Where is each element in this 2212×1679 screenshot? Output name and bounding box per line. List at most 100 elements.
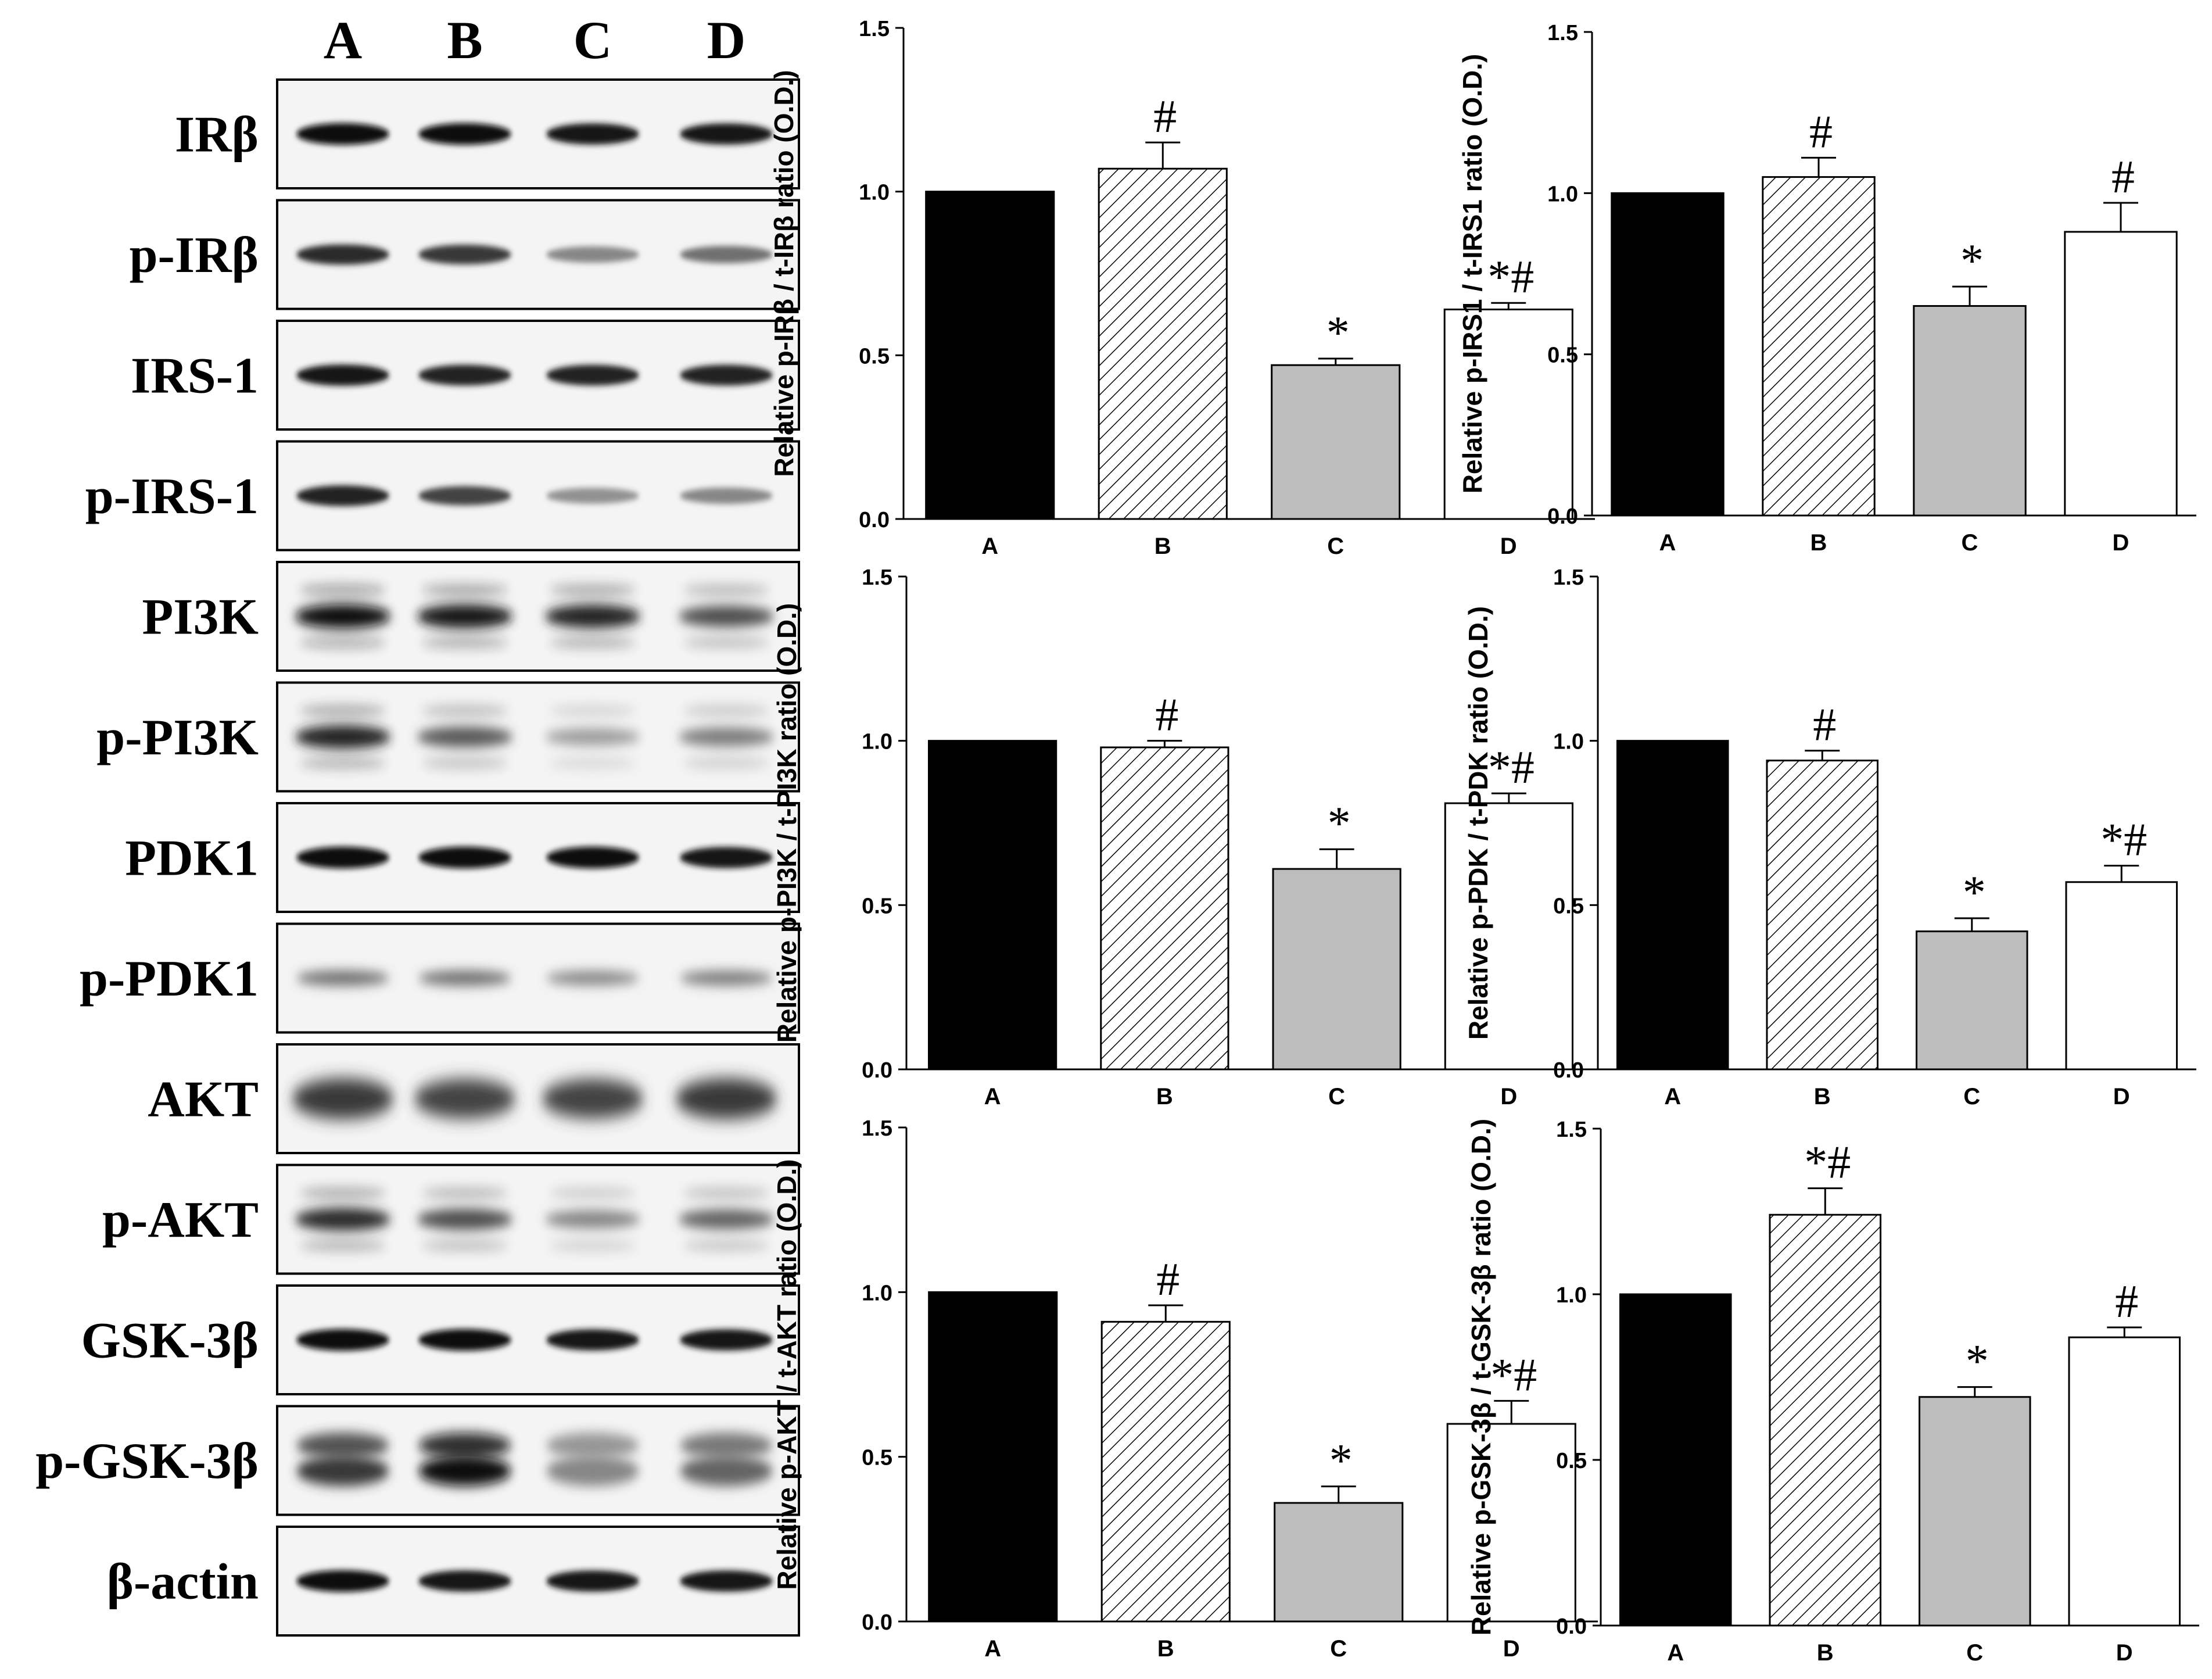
blot-row: p-IRS-1	[85, 440, 800, 552]
bar-a	[928, 740, 1057, 1071]
y-tick-label: 1.5	[1547, 21, 1578, 45]
blot-band-shadow	[683, 636, 770, 649]
blot-band	[296, 1570, 389, 1592]
blot-label: IRβ	[175, 107, 259, 163]
blot-row: β-actin	[107, 1526, 800, 1637]
blot-band	[296, 1433, 389, 1458]
blot-band	[417, 1208, 513, 1230]
blot-row: IRS-1	[131, 320, 800, 431]
blot-band-shadow	[683, 584, 770, 596]
blot-band-shadow	[421, 584, 508, 596]
blot-band	[678, 606, 775, 627]
blot-band	[544, 1210, 641, 1229]
blot-band	[296, 846, 389, 869]
y-tick-label: 0.0	[862, 1610, 892, 1635]
blot-band	[680, 364, 773, 386]
blot-band	[546, 1433, 639, 1458]
bar-b	[1769, 1213, 1882, 1627]
blot-band	[680, 971, 773, 986]
significance-marker: #	[1156, 1254, 1180, 1305]
bar-a	[1619, 1293, 1732, 1627]
blot-band	[546, 246, 639, 263]
blot-band	[418, 123, 511, 145]
x-tick-label: D	[2113, 1084, 2130, 1109]
bar-c	[1274, 1502, 1404, 1623]
x-tick-label: D	[2113, 530, 2129, 556]
y-tick-label: 0.5	[1556, 1449, 1587, 1473]
blot-band-shadow	[549, 705, 636, 717]
blot-row: p-PI3K	[96, 681, 800, 793]
significance-marker: #	[1153, 91, 1177, 142]
blot-band	[544, 604, 641, 628]
blot-label: AKT	[148, 1072, 259, 1128]
significance-marker: *	[1327, 307, 1350, 359]
blot-band	[296, 485, 389, 506]
significance-marker: #	[1813, 700, 1836, 751]
lane-label-b: B	[447, 10, 482, 70]
blot-band	[418, 486, 511, 506]
blot-band	[295, 1208, 391, 1231]
blot-row: IRβ	[175, 78, 800, 189]
blot-band	[678, 1209, 775, 1230]
blot-band	[544, 728, 641, 746]
y-tick-label: 0.5	[862, 894, 892, 918]
y-tick-label: 1.5	[862, 1116, 892, 1141]
y-tick-label: 1.0	[859, 181, 890, 205]
blot-band	[546, 971, 639, 986]
blot-band-shadow	[421, 1240, 508, 1251]
blot-band	[418, 364, 511, 386]
y-tick-label: 0.0	[1553, 1058, 1584, 1083]
blot-band	[418, 1570, 511, 1592]
significance-marker: *	[1963, 867, 1986, 918]
bar-c	[1918, 1396, 2031, 1627]
blot-row: GSK-3β	[81, 1284, 800, 1395]
bar-chart-3: Relative p-PI3K / t-PI3K ratio (O.D.) 0.0…	[772, 565, 1595, 1109]
blot-band	[546, 364, 639, 386]
blot-label: p-PDK1	[80, 951, 259, 1007]
blot-label: p-IRS-1	[85, 468, 259, 525]
western-blot-panel: A B C D IRβ p-IRβ IRS-1 p-IRS-1 PI3K p-PI3K PDK1 p-…	[35, 10, 800, 1637]
blot-label: β-actin	[107, 1554, 259, 1610]
bar-c	[1913, 305, 2027, 517]
blot-band	[546, 1570, 639, 1592]
blot-band	[680, 123, 773, 145]
significance-marker: #	[1809, 106, 1833, 157]
blot-band-shadow	[549, 1187, 636, 1199]
bar-b	[1766, 760, 1879, 1071]
blot-band	[418, 1456, 511, 1486]
y-axis-label: Relative p-IRβ / t-IRβ ratio (O.D.)	[769, 70, 799, 477]
lane-label-a: A	[324, 10, 362, 70]
x-tick-label: C	[1963, 1084, 1980, 1109]
x-tick-label: B	[1814, 1084, 1831, 1109]
y-tick-label: 0.0	[862, 1058, 892, 1083]
blot-band-shadow	[549, 636, 636, 649]
blot-band-shadow	[421, 636, 508, 649]
x-tick-label: A	[981, 534, 998, 559]
bar-b	[1100, 746, 1229, 1071]
y-axis-label: Relative p-PDK / t-PDK ratio (O.D.)	[1463, 606, 1493, 1040]
significance-marker: #	[2115, 1276, 2138, 1327]
blot-row: p-PDK1	[80, 922, 800, 1034]
significance-marker: *#	[1490, 1349, 1537, 1401]
blot-band-shadow	[683, 1240, 770, 1251]
y-tick-label: 0.5	[1547, 343, 1578, 368]
blot-band-shadow	[299, 1187, 386, 1199]
bar-d	[1444, 802, 1573, 1071]
y-tick-label: 1.0	[1547, 182, 1578, 206]
y-tick-label: 0.5	[859, 344, 890, 368]
blot-band	[418, 1433, 511, 1458]
bar-d	[2065, 881, 2178, 1071]
x-tick-label: B	[1811, 530, 1827, 556]
blot-band	[675, 1078, 777, 1119]
y-tick-label: 1.0	[1556, 1283, 1587, 1308]
blot-band	[546, 1329, 639, 1351]
x-tick-label: C	[1966, 1640, 1983, 1666]
blot-band-shadow	[299, 757, 386, 769]
bar-b	[1098, 167, 1228, 520]
blot-band-shadow	[299, 705, 386, 717]
x-tick-label: B	[1156, 1084, 1173, 1109]
x-tick-label: C	[1328, 1084, 1345, 1109]
x-tick-label: C	[1330, 1636, 1347, 1662]
blot-band	[296, 364, 389, 386]
blot-band-shadow	[549, 584, 636, 596]
